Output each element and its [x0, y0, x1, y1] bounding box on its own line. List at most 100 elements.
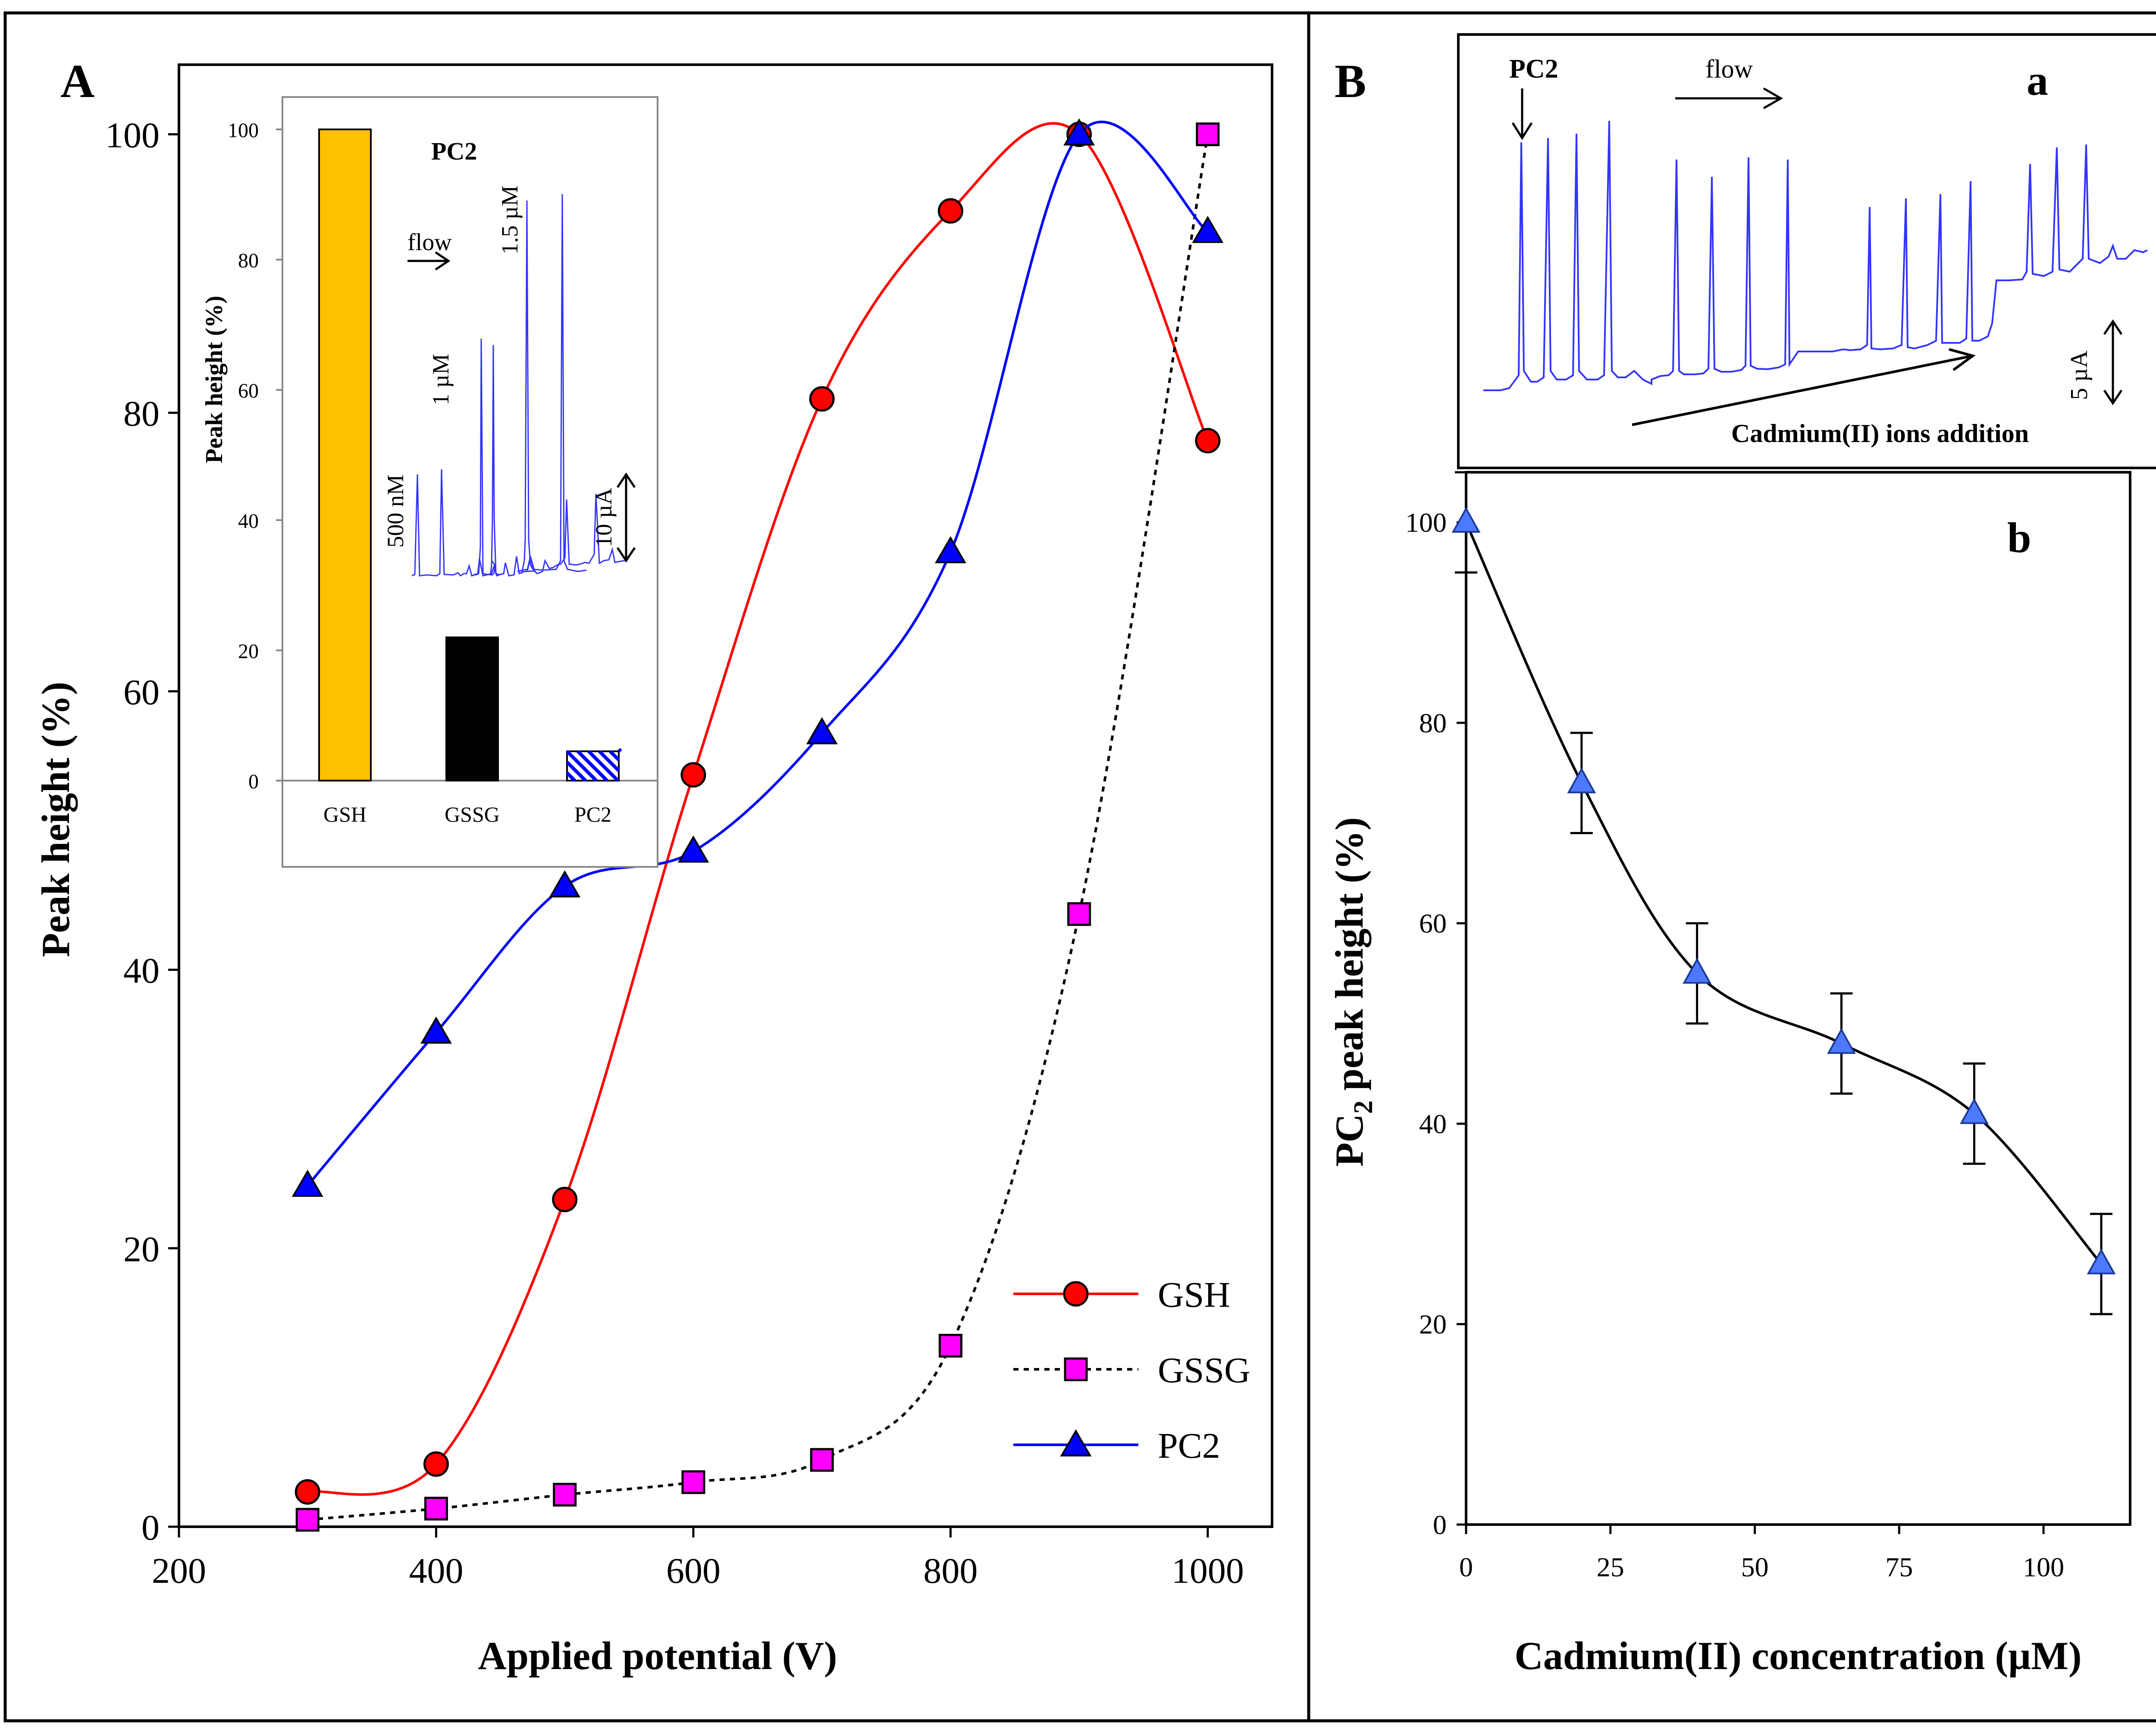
series-pc2-point: [1451, 507, 1481, 533]
inset-bar-pc2-hatch: [609, 750, 620, 761]
cadmium-addition-arrow: [1632, 355, 1973, 426]
figure-border: [3, 11, 2156, 1723]
inset-flow-label: flow: [407, 229, 452, 256]
y-tick-label: 0: [1433, 1509, 1447, 1540]
inset-bar-pc2-hatch: [566, 761, 587, 782]
panel-a-plot-frame: [178, 63, 1273, 1528]
x-tick-label: 0: [1459, 1552, 1473, 1582]
series-pc2-point: [934, 536, 966, 563]
inset-scale-arrow-top: [616, 472, 636, 488]
inset-x-tick-label: GSH: [323, 802, 367, 826]
inset-y-tick-label: 20: [238, 640, 259, 663]
series-pc2-point: [1960, 1098, 1989, 1124]
y-tick-label: 20: [1419, 1309, 1447, 1340]
inset-y-tick-label: 40: [238, 510, 259, 533]
x-tick-label: 600: [666, 1551, 721, 1591]
panel-b-trace-label: a: [2027, 56, 2048, 104]
legend-gsh-label: GSH: [1158, 1275, 1230, 1315]
panel-a-series: [291, 118, 1224, 1532]
y-tick-label: 80: [1419, 708, 1447, 738]
x-tick-label: 200: [152, 1551, 206, 1591]
panel-b-trace-frame: [1457, 33, 2156, 469]
x-tick-label: 100: [2023, 1552, 2064, 1582]
inset-y-tick-label: 100: [228, 119, 259, 142]
inset-bar-pc2-hatch: [566, 750, 598, 782]
inset-trace: [411, 469, 628, 577]
series-pc2-point: [291, 1170, 323, 1197]
y-tick-label: 40: [123, 951, 160, 991]
panel-a-label: A: [60, 55, 94, 107]
inset-x-tick-label: PC2: [574, 802, 611, 826]
y-tick-label: 60: [1419, 908, 1447, 939]
y-tick-label: 0: [141, 1508, 160, 1548]
trace-scale-label: 5 µA: [2066, 350, 2093, 400]
inset-title: PC2: [431, 137, 477, 165]
inset-bar-gsh: [318, 129, 372, 781]
inset-trace-1um-b: [490, 345, 501, 576]
panel-b-series: [1451, 471, 2116, 1315]
trace-signal: [1483, 120, 2148, 391]
inset-bar-pc2-hatch: [617, 748, 622, 753]
series-gssg-point: [681, 1470, 705, 1494]
legend-pc2-label: PC2: [1158, 1426, 1220, 1466]
inset-bar-pc2-hatch: [566, 772, 576, 782]
inset-scale-label: 10 µA: [591, 488, 617, 547]
inset-bar-pc2-hatch: [598, 750, 620, 772]
series-gssg-point: [424, 1497, 448, 1521]
series-gssg-point: [1067, 902, 1091, 926]
y-tick-label: 100: [105, 115, 160, 155]
inset-conc-1um: 1 µM: [428, 354, 454, 405]
trace-scale-arrow-top: [2103, 319, 2123, 335]
y-tick-label: 20: [123, 1229, 160, 1269]
inset-y-tick-label: 60: [238, 380, 259, 402]
series-gssg-line: [307, 134, 1209, 1521]
panel-b-axes: 0 25 50 75 100 0 20 40 60 80 100: [1405, 507, 2064, 1582]
series-gsh-point: [680, 762, 706, 788]
series-pc2-line: [1465, 521, 2103, 1265]
legend-pc2-marker: [1060, 1429, 1092, 1456]
legend-gssg-label: GSSG: [1158, 1350, 1250, 1390]
panel-b-chart: b 0 25 50 75 100 0 20 40 60 80 100 Cadmium(II) con…: [1327, 471, 2131, 1678]
series-gsh-point: [552, 1186, 578, 1212]
series-pc2-point: [2087, 1248, 2116, 1274]
series-gsh-point: [423, 1451, 449, 1477]
cadmium-addition-label: Cadmium(II) ions addition: [1731, 419, 2029, 448]
x-tick-label: 1000: [1172, 1551, 1244, 1591]
inset-bar-gssg: [445, 636, 499, 782]
inset-ylabel: Peak height (%): [201, 296, 228, 464]
inset-y-tick-label: 80: [238, 249, 259, 272]
inset-bar-pc2-hatch: [577, 750, 608, 782]
y-tick-label: 60: [123, 672, 160, 712]
trace-pc2-label: PC2: [1509, 54, 1558, 84]
trace-pc2-arrowhead: [1511, 122, 1533, 140]
panel-b-label: B: [1335, 55, 1366, 107]
x-tick-label: 25: [1597, 1552, 1624, 1582]
inset-y-tick-label: 0: [248, 770, 259, 793]
series-gssg-point: [1196, 122, 1220, 146]
panel-b-plot-frame: [1465, 471, 2131, 1526]
trace-scale-arrow-bottom: [2103, 389, 2123, 405]
series-pc2-point: [420, 1016, 452, 1044]
panel-b-ylabel-text: PC: [1327, 1114, 1371, 1167]
series-pc2-point: [1192, 216, 1224, 243]
series-pc2-point: [677, 835, 709, 863]
series-gssg-point: [295, 1508, 320, 1532]
series-gsh-point: [1195, 428, 1221, 454]
inset-conc-15um: 1.5 µM: [497, 185, 523, 254]
series-gsh-point: [295, 1479, 320, 1505]
series-gssg-point: [810, 1448, 834, 1472]
panel-b-ylabel: PC2 peak height (%): [1327, 817, 1378, 1167]
panel-b-ylabel-subscript: 2: [1349, 1101, 1378, 1114]
series-pc2-point: [549, 870, 581, 897]
series-gssg-point: [553, 1483, 577, 1507]
inset-trace-15um: [521, 194, 587, 574]
panel-b-chart-label: b: [2007, 514, 2031, 562]
series-gsh-point: [809, 386, 835, 412]
x-tick-label: 75: [1885, 1552, 1913, 1582]
panel-a-legend: GSH GSSG PC2: [1013, 1275, 1250, 1466]
y-tick-label: 80: [123, 394, 160, 434]
inset-trace-1um: [472, 338, 496, 577]
